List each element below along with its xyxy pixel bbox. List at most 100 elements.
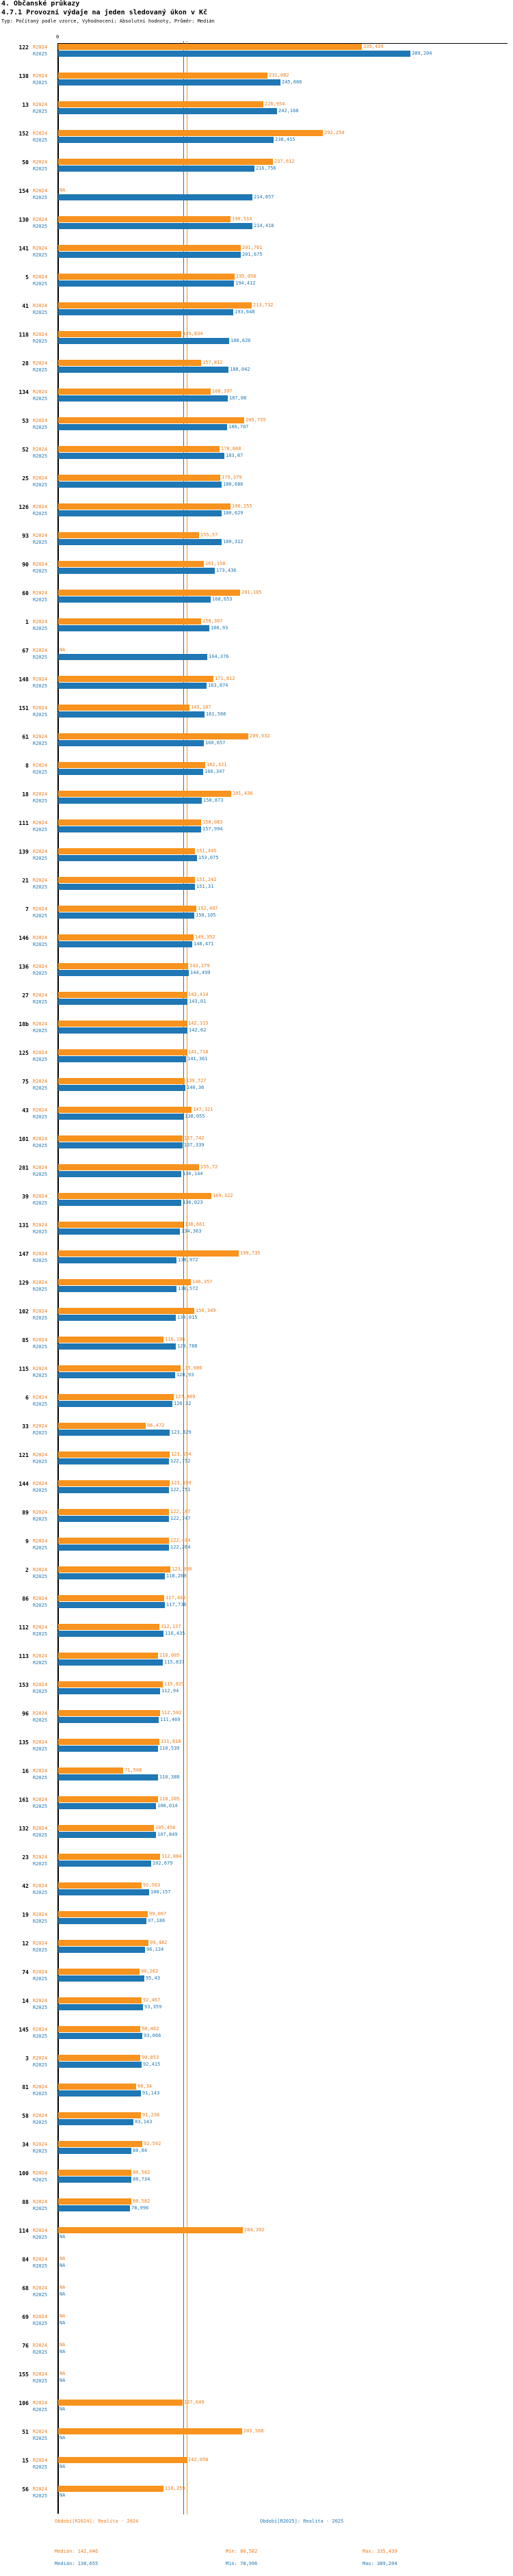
- bar-r2025[interactable]: [58, 596, 211, 603]
- bar-r2024[interactable]: [58, 1480, 170, 1486]
- bar-r2025[interactable]: [58, 941, 192, 947]
- bar-r2024[interactable]: [58, 216, 231, 222]
- bar-r2024[interactable]: [58, 676, 213, 682]
- bar-r2025[interactable]: [58, 2177, 131, 2183]
- bar-r2025[interactable]: [58, 568, 215, 574]
- bar-r2024[interactable]: [58, 1021, 187, 1027]
- bar-r2024[interactable]: [58, 2084, 136, 2090]
- bar-r2024[interactable]: [58, 1997, 142, 2003]
- bar-r2024[interactable]: [58, 1164, 199, 1170]
- bar-r2025[interactable]: [58, 1343, 176, 1350]
- bar-r2024[interactable]: [58, 2112, 141, 2118]
- bar-r2025[interactable]: [58, 1315, 176, 1321]
- bar-r2024[interactable]: [58, 1423, 146, 1429]
- bar-r2025[interactable]: [58, 2062, 142, 2068]
- bar-r2025[interactable]: [58, 711, 205, 718]
- bar-r2025[interactable]: [58, 1803, 156, 1809]
- bar-r2025[interactable]: [58, 654, 207, 660]
- bar-r2024[interactable]: [58, 1337, 163, 1343]
- bar-r2025[interactable]: [58, 367, 228, 373]
- bar-r2024[interactable]: [58, 819, 201, 826]
- bar-r2024[interactable]: [58, 2198, 131, 2205]
- bar-r2025[interactable]: [58, 1056, 186, 1062]
- bar-r2025[interactable]: [58, 1401, 172, 1407]
- bar-r2025[interactable]: [58, 424, 227, 430]
- bar-r2025[interactable]: [58, 1200, 181, 1206]
- bar-r2024[interactable]: [58, 1940, 148, 1946]
- bar-r2024[interactable]: [58, 1566, 170, 1573]
- bar-r2024[interactable]: [58, 963, 188, 969]
- bar-r2024[interactable]: [58, 906, 196, 912]
- bar-r2025[interactable]: [58, 1430, 170, 1436]
- bar-r2024[interactable]: [58, 446, 220, 452]
- bar-r2025[interactable]: [58, 1861, 151, 1867]
- bar-r2024[interactable]: [58, 1365, 181, 1371]
- bar-r2024[interactable]: [58, 1135, 183, 1142]
- bar-r2024[interactable]: [58, 705, 189, 711]
- bar-r2024[interactable]: [58, 877, 195, 883]
- bar-r2024[interactable]: [58, 44, 362, 50]
- bar-r2025[interactable]: [58, 1573, 165, 1579]
- bar-r2024[interactable]: [58, 417, 244, 423]
- bar-r2024[interactable]: [58, 1538, 169, 1544]
- bar-r2025[interactable]: [58, 625, 209, 631]
- bar-r2025[interactable]: [58, 884, 195, 890]
- bar-r2025[interactable]: [58, 2004, 143, 2010]
- bar-r2025[interactable]: [58, 1918, 146, 1924]
- bar-r2024[interactable]: [58, 302, 252, 308]
- bar-r2025[interactable]: [58, 309, 233, 315]
- bar-r2024[interactable]: [58, 590, 240, 596]
- bar-r2024[interactable]: [58, 1767, 123, 1774]
- bar-r2025[interactable]: [58, 1027, 187, 1034]
- bar-r2024[interactable]: [58, 1911, 148, 1917]
- bar-r2025[interactable]: [58, 1114, 183, 1120]
- bar-r2025[interactable]: [58, 1257, 176, 1263]
- bar-r2025[interactable]: [58, 280, 234, 287]
- bar-r2025[interactable]: [58, 1458, 169, 1464]
- bar-r2025[interactable]: [58, 1516, 169, 1522]
- bar-r2025[interactable]: [58, 510, 222, 516]
- bar-r2025[interactable]: [58, 1717, 159, 1723]
- bar-r2025[interactable]: [58, 2033, 142, 2039]
- bar-r2024[interactable]: [58, 1107, 192, 1113]
- bar-r2024[interactable]: [58, 475, 220, 481]
- bar-r2024[interactable]: [58, 159, 273, 165]
- bar-r2024[interactable]: [58, 360, 201, 366]
- bar-r2024[interactable]: [58, 1969, 140, 1975]
- bar-r2025[interactable]: [58, 2148, 131, 2154]
- bar-r2024[interactable]: [58, 1624, 159, 1630]
- bar-r2025[interactable]: [58, 223, 252, 229]
- bar-r2024[interactable]: [58, 934, 194, 941]
- bar-r2025[interactable]: [58, 395, 228, 402]
- bar-r2024[interactable]: [58, 2227, 243, 2233]
- bar-r2025[interactable]: [58, 1171, 181, 1177]
- bar-r2025[interactable]: [58, 1975, 144, 1982]
- bar-r2024[interactable]: [58, 101, 263, 107]
- bar-r2025[interactable]: [58, 252, 241, 258]
- bar-r2024[interactable]: [58, 1279, 191, 1285]
- bar-r2025[interactable]: [58, 1631, 163, 1637]
- bar-r2025[interactable]: [58, 453, 224, 459]
- bar-r2025[interactable]: [58, 1774, 158, 1780]
- bar-r2024[interactable]: [58, 762, 205, 768]
- bar-r2025[interactable]: [58, 855, 197, 861]
- bar-r2025[interactable]: [58, 1487, 169, 1493]
- bar-r2024[interactable]: [58, 1882, 142, 1889]
- bar-r2024[interactable]: [58, 1739, 159, 1745]
- bar-r2024[interactable]: [58, 130, 323, 136]
- bar-r2024[interactable]: [58, 618, 201, 625]
- bar-r2024[interactable]: [58, 1049, 187, 1055]
- bar-r2024[interactable]: [58, 1710, 160, 1716]
- bar-r2025[interactable]: [58, 108, 277, 114]
- bar-r2025[interactable]: [58, 137, 274, 143]
- bar-r2025[interactable]: [58, 1085, 185, 1091]
- bar-r2024[interactable]: [58, 274, 235, 280]
- bar-r2024[interactable]: [58, 2428, 242, 2434]
- bar-r2024[interactable]: [58, 1193, 211, 1199]
- bar-r2024[interactable]: [58, 1250, 239, 1257]
- bar-r2024[interactable]: [58, 1595, 164, 1601]
- bar-r2025[interactable]: [58, 51, 410, 57]
- bar-r2024[interactable]: [58, 1825, 154, 1831]
- bar-r2025[interactable]: [58, 194, 252, 200]
- bar-r2025[interactable]: [58, 826, 201, 832]
